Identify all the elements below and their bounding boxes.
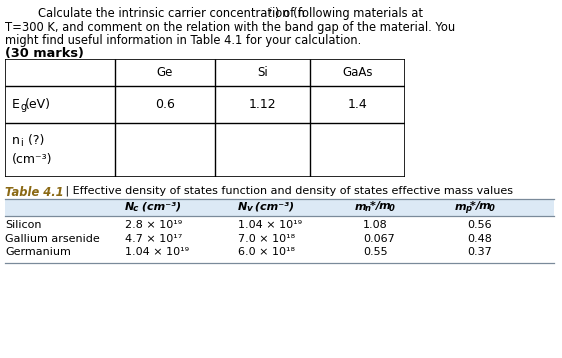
Text: Gallium arsenide: Gallium arsenide	[5, 233, 99, 243]
Text: 0.067: 0.067	[363, 233, 395, 243]
Text: 0.6: 0.6	[155, 98, 175, 111]
Text: GaAs: GaAs	[342, 66, 373, 79]
Text: 1.04 × 10¹⁹: 1.04 × 10¹⁹	[125, 247, 189, 257]
Text: i: i	[20, 138, 22, 148]
Text: v: v	[246, 204, 252, 213]
Text: ) of following materials at: ) of following materials at	[275, 7, 423, 20]
Text: Si: Si	[257, 66, 268, 79]
Text: c: c	[133, 204, 138, 213]
Text: n: n	[12, 134, 20, 147]
Text: 6.0 × 10¹⁸: 6.0 × 10¹⁸	[238, 247, 295, 257]
Text: N: N	[238, 202, 247, 212]
Text: (?): (?)	[24, 134, 44, 147]
Text: i: i	[269, 7, 271, 16]
Text: 2.8 × 10¹⁹: 2.8 × 10¹⁹	[125, 220, 182, 230]
Text: g: g	[20, 102, 26, 112]
Text: 1.4: 1.4	[348, 98, 368, 111]
Text: might find useful information in Table 4.1 for your calculation.: might find useful information in Table 4…	[5, 34, 361, 47]
Text: 0: 0	[389, 204, 395, 213]
Text: m: m	[355, 202, 366, 212]
Text: 1.12: 1.12	[249, 98, 277, 111]
Text: | Effective density of states function and density of states effective mass valu: | Effective density of states function a…	[62, 186, 513, 197]
Text: N: N	[125, 202, 134, 212]
Text: Ge: Ge	[157, 66, 173, 79]
Text: n: n	[365, 204, 371, 213]
Text: 1.04 × 10¹⁹: 1.04 × 10¹⁹	[238, 220, 302, 230]
Text: (cm⁻³): (cm⁻³)	[12, 153, 52, 166]
Text: *: *	[470, 202, 476, 212]
Text: E: E	[12, 98, 20, 111]
Text: (cm⁻³): (cm⁻³)	[251, 202, 294, 212]
Text: 4.7 × 10¹⁷: 4.7 × 10¹⁷	[125, 233, 182, 243]
Text: (cm⁻³): (cm⁻³)	[138, 202, 181, 212]
Text: 1.08: 1.08	[363, 220, 388, 230]
Text: m: m	[455, 202, 466, 212]
Text: (30 marks): (30 marks)	[5, 48, 84, 61]
Text: 0.55: 0.55	[363, 247, 388, 257]
Text: T=300 K, and comment on the relation with the band gap of the material. You: T=300 K, and comment on the relation wit…	[5, 20, 455, 34]
Text: 0.48: 0.48	[467, 233, 492, 243]
Text: 0: 0	[489, 204, 495, 213]
Text: *: *	[370, 202, 376, 212]
Text: 0.56: 0.56	[467, 220, 492, 230]
Text: Silicon: Silicon	[5, 220, 42, 230]
Text: Table 4.1: Table 4.1	[5, 186, 64, 199]
Text: 7.0 × 10¹⁸: 7.0 × 10¹⁸	[238, 233, 295, 243]
Text: /m: /m	[475, 202, 491, 212]
Text: (eV): (eV)	[25, 98, 51, 111]
Text: Calculate the intrinsic carrier concentration (n: Calculate the intrinsic carrier concentr…	[38, 7, 305, 20]
Text: Germanium: Germanium	[5, 247, 71, 257]
Text: p: p	[465, 204, 471, 213]
Text: /m: /m	[375, 202, 391, 212]
Text: 0.37: 0.37	[467, 247, 492, 257]
